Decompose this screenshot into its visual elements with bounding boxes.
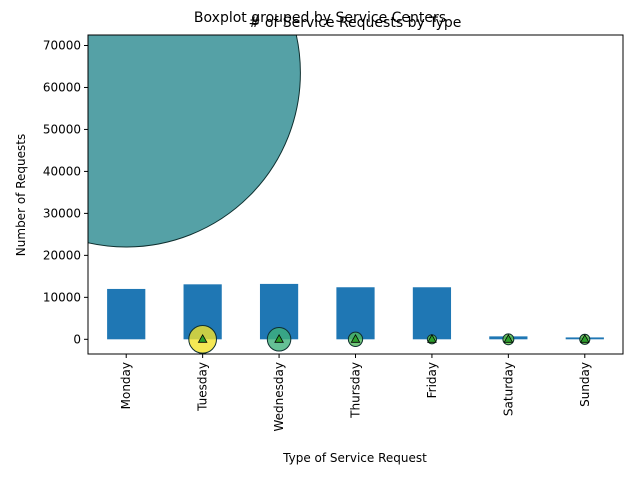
x-tick-label: Saturday: [501, 362, 515, 416]
mean-marker-saturday: [503, 333, 514, 343]
y-tick-label: 10000: [43, 290, 81, 304]
x-tick-label: Monday: [119, 362, 133, 409]
chart-title: # of Service Requests by Type: [249, 15, 462, 31]
mean-marker-wednesday: [274, 333, 284, 343]
mean-markers: [197, 333, 590, 343]
y-tick-label: 50000: [43, 122, 81, 136]
mean-marker-thursday: [350, 333, 361, 343]
bar-friday: [412, 287, 452, 340]
x-tick-label: Thursday: [349, 362, 363, 419]
bar-thursday: [336, 287, 375, 340]
x-tick-label: Friday: [425, 362, 439, 398]
x-tick-label: Tuesday: [196, 362, 210, 412]
mean-marker-tuesday: [197, 333, 208, 343]
mean-marker-sunday: [579, 333, 590, 343]
bar-monday: [107, 288, 146, 340]
x-tick-label: Sunday: [578, 362, 592, 407]
y-tick-label: 60000: [43, 80, 81, 94]
bubble-monday: [88, 35, 301, 248]
y-tick-label: 20000: [43, 248, 81, 262]
chart-suptitle: Boxplot grouped by Service Centers: [194, 10, 446, 26]
x-tick-label: Wednesday: [272, 362, 286, 431]
y-axis: 0 10000 20000 30000 40000 50000 60000 70000: [43, 38, 88, 346]
x-axis-label: Type of Service Request: [282, 451, 427, 465]
y-axis-label: Number of Requests: [14, 134, 28, 256]
y-tick-label: 0: [73, 332, 81, 346]
x-axis: Monday Tuesday Wednesday Thursday Friday Satu…: [119, 354, 592, 431]
mean-marker-friday: [427, 333, 437, 343]
y-tick-label: 30000: [43, 206, 81, 220]
plot-area: [88, 35, 604, 354]
y-tick-label: 40000: [43, 164, 81, 178]
y-tick-label: 70000: [43, 38, 81, 52]
